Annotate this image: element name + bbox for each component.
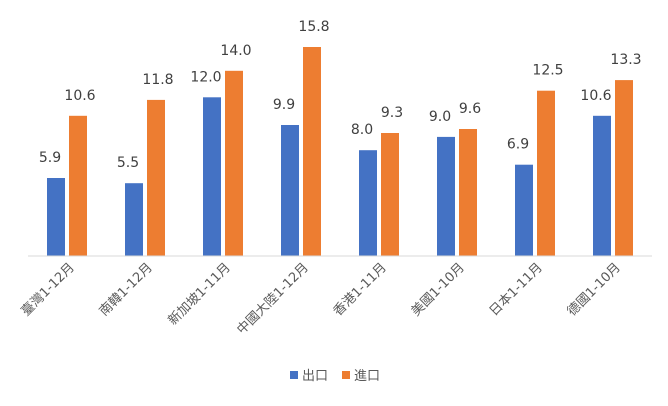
data-label-export-5: 9.0 [429, 109, 451, 125]
chart-value-labels: 5.9 10.6 5.5 11.8 12.0 14.0 9.9 15.8 8.0 9.3 9.0 9.… [39, 19, 642, 171]
bar-export-5 [437, 136, 455, 256]
data-label-export-0: 5.9 [39, 150, 61, 166]
category-label-7: 德國1-10月 [565, 260, 624, 319]
bar-export-4 [359, 150, 377, 256]
bar-export-6 [515, 164, 533, 256]
bar-import-7 [615, 80, 633, 256]
legend-label-import: 進口 [354, 369, 380, 384]
category-label-5: 美國1-10月 [409, 260, 468, 319]
data-label-import-7: 13.3 [610, 52, 641, 68]
category-label-0: 臺灣1-12月 [19, 260, 78, 319]
data-label-export-7: 10.6 [580, 88, 611, 104]
bar-import-4 [381, 133, 399, 256]
category-label-4: 香港1-11月 [331, 260, 390, 319]
data-label-import-1: 11.8 [142, 72, 173, 88]
category-label-2: 新加坡1-11月 [165, 260, 234, 329]
data-label-export-4: 8.0 [351, 122, 373, 138]
bar-export-1 [125, 183, 143, 256]
bar-import-2 [225, 70, 243, 256]
chart-category-labels: 臺灣1-12月 南韓1-12月 新加坡1-11月 中國大陸1-12月 香港1-11月 美國… [19, 260, 624, 338]
data-label-export-1: 5.5 [117, 155, 139, 171]
data-label-import-4: 9.3 [381, 105, 403, 121]
bar-import-6 [537, 90, 555, 256]
bar-import-5 [459, 129, 477, 256]
category-label-3: 中國大陸1-12月 [234, 260, 312, 338]
bar-import-0 [69, 115, 87, 256]
data-label-import-0: 10.6 [64, 88, 95, 104]
bar-import-3 [303, 47, 321, 256]
data-label-export-2: 12.0 [190, 69, 221, 85]
data-label-import-3: 15.8 [298, 19, 329, 35]
data-label-import-6: 12.5 [532, 63, 563, 79]
category-label-1: 南韓1-12月 [96, 260, 156, 320]
data-label-export-3: 9.9 [273, 97, 295, 113]
bar-export-0 [47, 178, 65, 256]
category-label-6: 日本1-11月 [487, 260, 546, 319]
chart-legend: 出口 進口 [290, 369, 380, 384]
bar-export-2 [203, 97, 221, 256]
legend-label-export: 出口 [302, 369, 328, 384]
data-label-export-6: 6.9 [507, 137, 529, 153]
legend-swatch-export [290, 371, 298, 379]
bar-export-3 [281, 125, 299, 256]
data-label-import-5: 9.6 [459, 101, 481, 117]
legend-swatch-import [342, 371, 350, 379]
bar-export-7 [593, 115, 611, 256]
chart-bars [47, 47, 633, 257]
data-label-import-2: 14.0 [220, 43, 251, 59]
bar-import-1 [147, 99, 165, 257]
